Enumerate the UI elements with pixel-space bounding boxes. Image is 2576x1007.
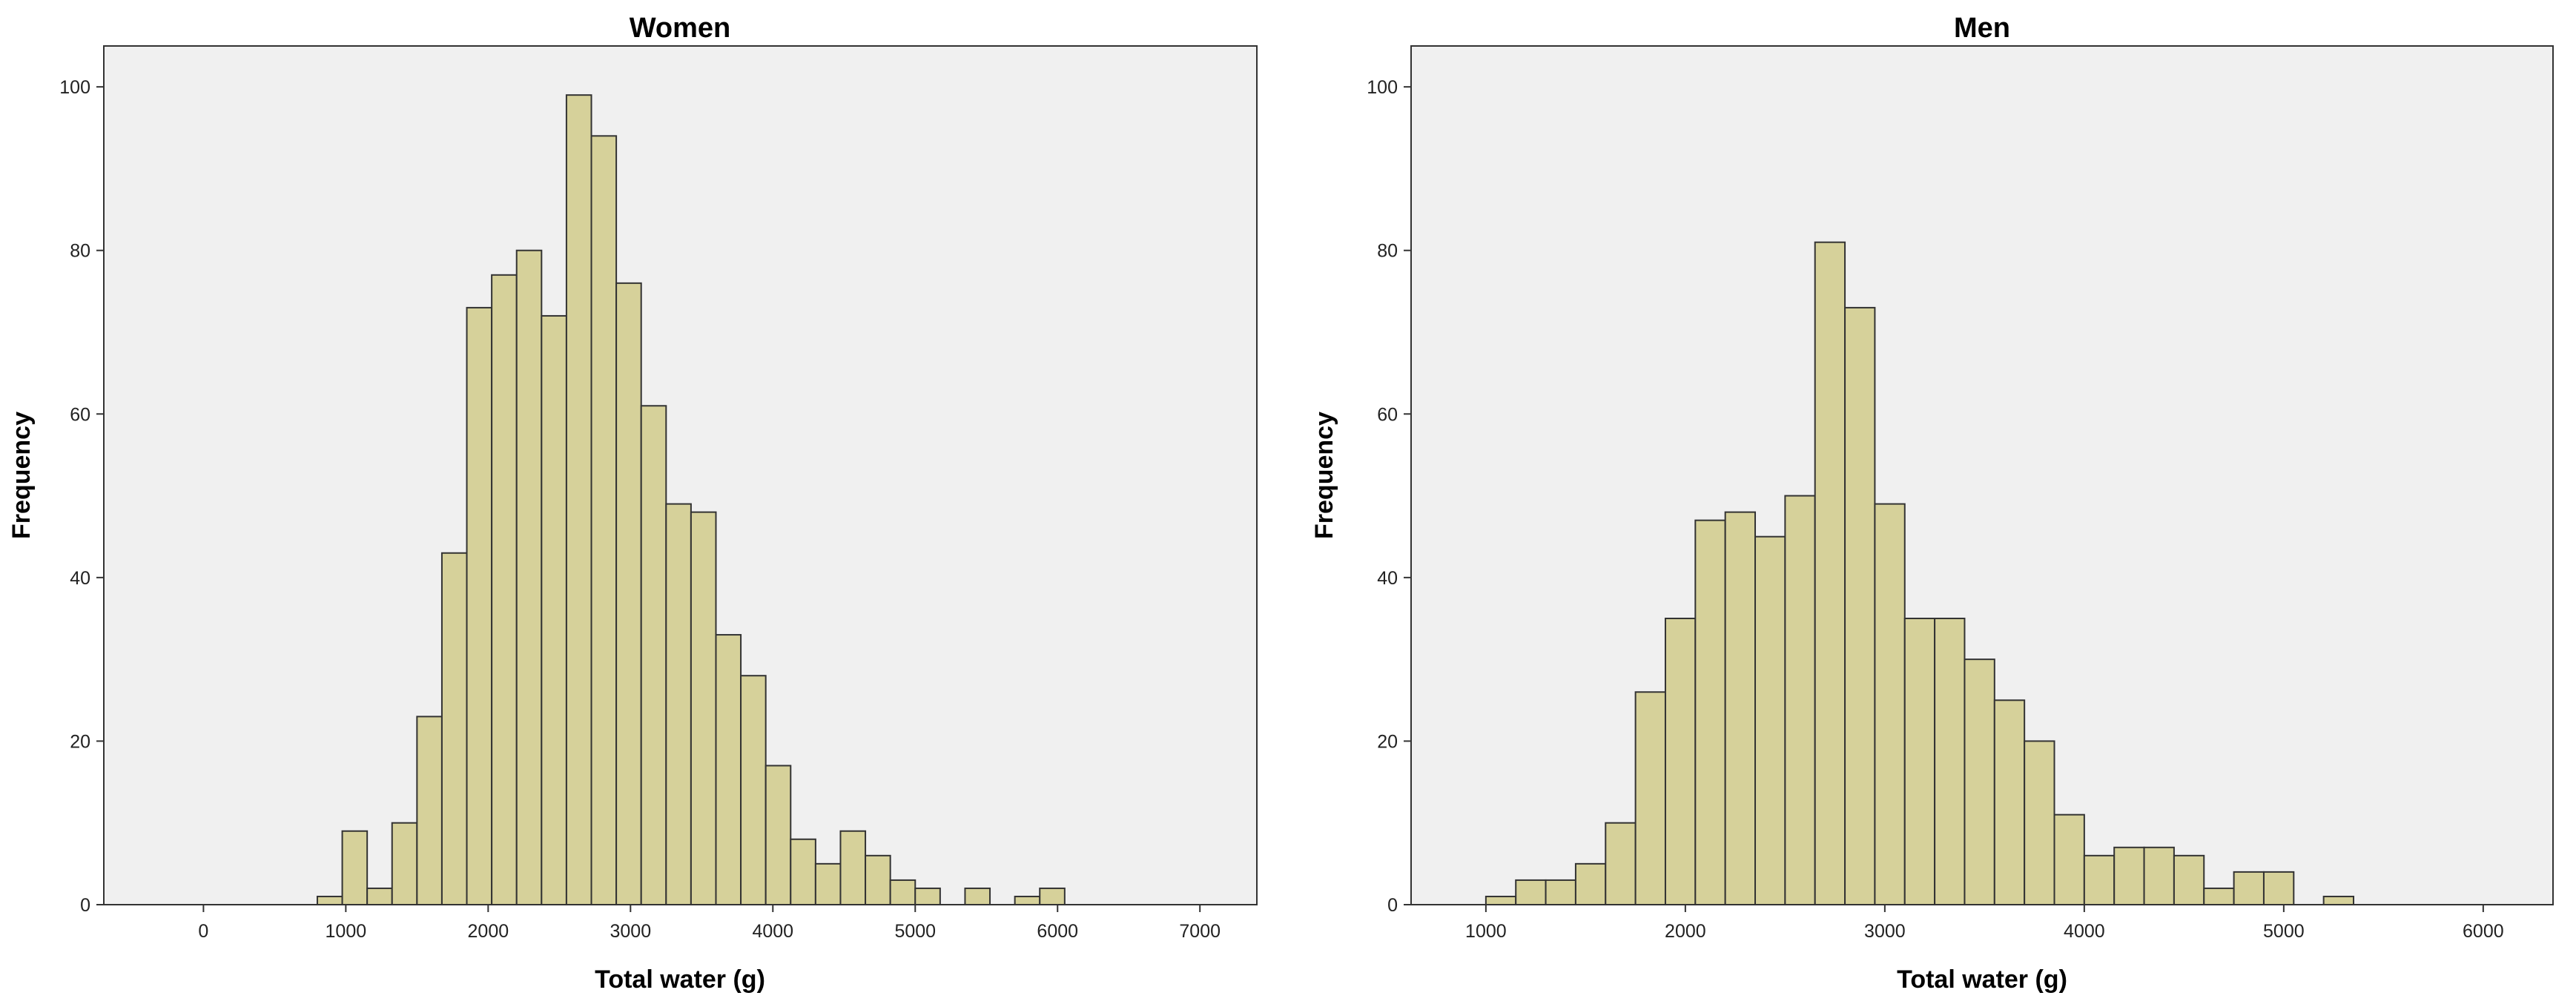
- women-x-tick-label: 3000: [610, 921, 651, 942]
- women-y-tick-label: 0: [80, 895, 90, 916]
- women-x-tick-label: 6000: [1037, 921, 1078, 942]
- women-bar-3: [391, 822, 418, 905]
- women-bar-2: [366, 887, 393, 906]
- women-x-tick-label: 4000: [752, 921, 793, 942]
- men-bar-1: [1515, 879, 1547, 906]
- women-bar-26: [1014, 895, 1041, 906]
- men-y-axis-label: Frequency: [1310, 412, 1338, 539]
- men-bar-5: [1634, 691, 1666, 905]
- women-bar-1: [341, 830, 369, 905]
- women-bar-19: [790, 838, 816, 906]
- women-x-tick-label: 1000: [326, 921, 367, 942]
- women-bar-22: [865, 854, 891, 906]
- women-bar-9: [541, 314, 567, 905]
- men-y-tick-label: 20: [1377, 731, 1398, 752]
- women-bar-25: [964, 887, 991, 906]
- women-bar-10: [565, 94, 592, 906]
- men-bar-3: [1574, 862, 1607, 906]
- men-bar-22: [2143, 846, 2175, 906]
- women-x-tick-label: 2000: [468, 921, 509, 942]
- women-bar-0: [316, 895, 343, 906]
- men-bar-0: [1484, 895, 1517, 906]
- women-bar-18: [764, 765, 792, 905]
- men-y-tick-label: 0: [1387, 895, 1398, 916]
- men-bar-15: [1934, 618, 1966, 905]
- women-bar-24: [914, 887, 941, 906]
- women-bar-7: [491, 274, 518, 905]
- men-chart-title: Men: [1954, 13, 2010, 44]
- men-bar-12: [1844, 306, 1876, 905]
- men-bar-9: [1754, 535, 1786, 905]
- men-bar-27: [2322, 895, 2355, 906]
- men-bar-13: [1874, 503, 1906, 905]
- men-bar-2: [1545, 879, 1576, 906]
- men-y-ticks: 0 20 40 60 80 100: [1367, 77, 1411, 916]
- women-x-tick-label: 7000: [1179, 921, 1221, 942]
- men-bar-21: [2113, 846, 2145, 906]
- women-chart-title: Women: [630, 13, 731, 44]
- men-y-tick-label: 80: [1377, 241, 1398, 262]
- men-bar-20: [2083, 854, 2116, 906]
- men-bar-6: [1664, 618, 1697, 905]
- women-bar-12: [615, 282, 642, 906]
- men-bar-23: [2173, 854, 2205, 906]
- women-x-ticks: 0 1000 2000 3000 4000 5000 6000 7000: [198, 905, 1221, 942]
- men-x-tick-label: 6000: [2463, 921, 2504, 942]
- men-y-tick-label: 60: [1377, 404, 1398, 425]
- men-x-tick-label: 4000: [2064, 921, 2105, 942]
- women-x-axis-label: Total water (g): [595, 965, 765, 994]
- men-x-axis-label: Total water (g): [1897, 965, 2067, 994]
- men-bar-10: [1784, 495, 1816, 905]
- men-y-tick-label: 100: [1367, 77, 1398, 98]
- women-bar-20: [814, 862, 842, 906]
- men-bar-19: [2053, 813, 2085, 905]
- women-bar-21: [839, 830, 867, 905]
- men-bar-25: [2233, 871, 2265, 906]
- women-y-tick-label: 100: [59, 77, 90, 98]
- women-x-tick-label: 5000: [894, 921, 936, 942]
- women-bar-13: [640, 405, 667, 905]
- women-panel: 0 1000 2000 3000 4000 5000 6000 7000 0 20 40 60 80 1…: [7, 13, 1258, 994]
- men-x-tick-label: 5000: [2263, 921, 2305, 942]
- women-y-axis-label: Frequency: [7, 412, 36, 539]
- men-x-tick-label: 1000: [1465, 921, 1507, 942]
- men-bar-14: [1903, 618, 1936, 905]
- men-y-tick-label: 40: [1377, 568, 1398, 589]
- men-bar-4: [1605, 822, 1637, 905]
- men-x-tick-label: 2000: [1665, 921, 1706, 942]
- women-y-tick-label: 60: [70, 404, 90, 425]
- women-y-tick-label: 40: [70, 568, 90, 589]
- men-bar-16: [1964, 658, 1995, 906]
- men-bar-24: [2203, 887, 2235, 906]
- women-bar-16: [715, 634, 742, 905]
- women-bar-15: [690, 511, 717, 905]
- women-bar-4: [416, 716, 443, 905]
- women-y-ticks: 0 20 40 60 80 100: [59, 77, 104, 916]
- men-bar-26: [2262, 871, 2295, 906]
- men-x-tick-label: 3000: [1864, 921, 1906, 942]
- men-x-ticks: 1000 2000 3000 4000 5000 6000: [1465, 905, 2504, 942]
- men-panel: 1000 2000 3000 4000 5000 6000 0 20 40 60 80 100 Me…: [1310, 13, 2554, 994]
- women-bar-14: [665, 503, 692, 905]
- women-y-tick-label: 80: [70, 241, 90, 262]
- men-bar-11: [1814, 241, 1846, 905]
- women-bar-8: [515, 249, 543, 905]
- women-bar-23: [889, 879, 917, 906]
- women-y-tick-label: 20: [70, 731, 90, 752]
- men-bars: [1484, 241, 2355, 906]
- women-bar-27: [1039, 887, 1066, 906]
- women-bar-11: [590, 135, 618, 905]
- women-bars: [316, 94, 1066, 906]
- women-x-tick-label: 0: [198, 921, 208, 942]
- women-bar-5: [440, 552, 468, 905]
- men-bar-17: [1993, 699, 2026, 905]
- men-bar-18: [2024, 740, 2055, 906]
- women-bar-6: [466, 306, 493, 905]
- men-bar-7: [1694, 519, 1726, 905]
- men-bar-8: [1724, 511, 1757, 905]
- women-bar-17: [740, 675, 767, 905]
